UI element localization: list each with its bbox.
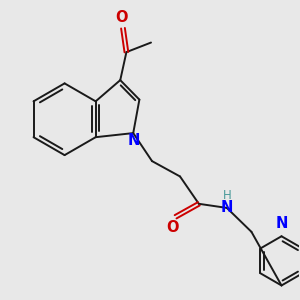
Text: H: H: [223, 189, 232, 202]
Text: N: N: [221, 200, 233, 215]
Text: O: O: [115, 10, 128, 25]
Text: N: N: [276, 217, 288, 232]
Text: O: O: [167, 220, 179, 235]
Text: N: N: [128, 133, 140, 148]
